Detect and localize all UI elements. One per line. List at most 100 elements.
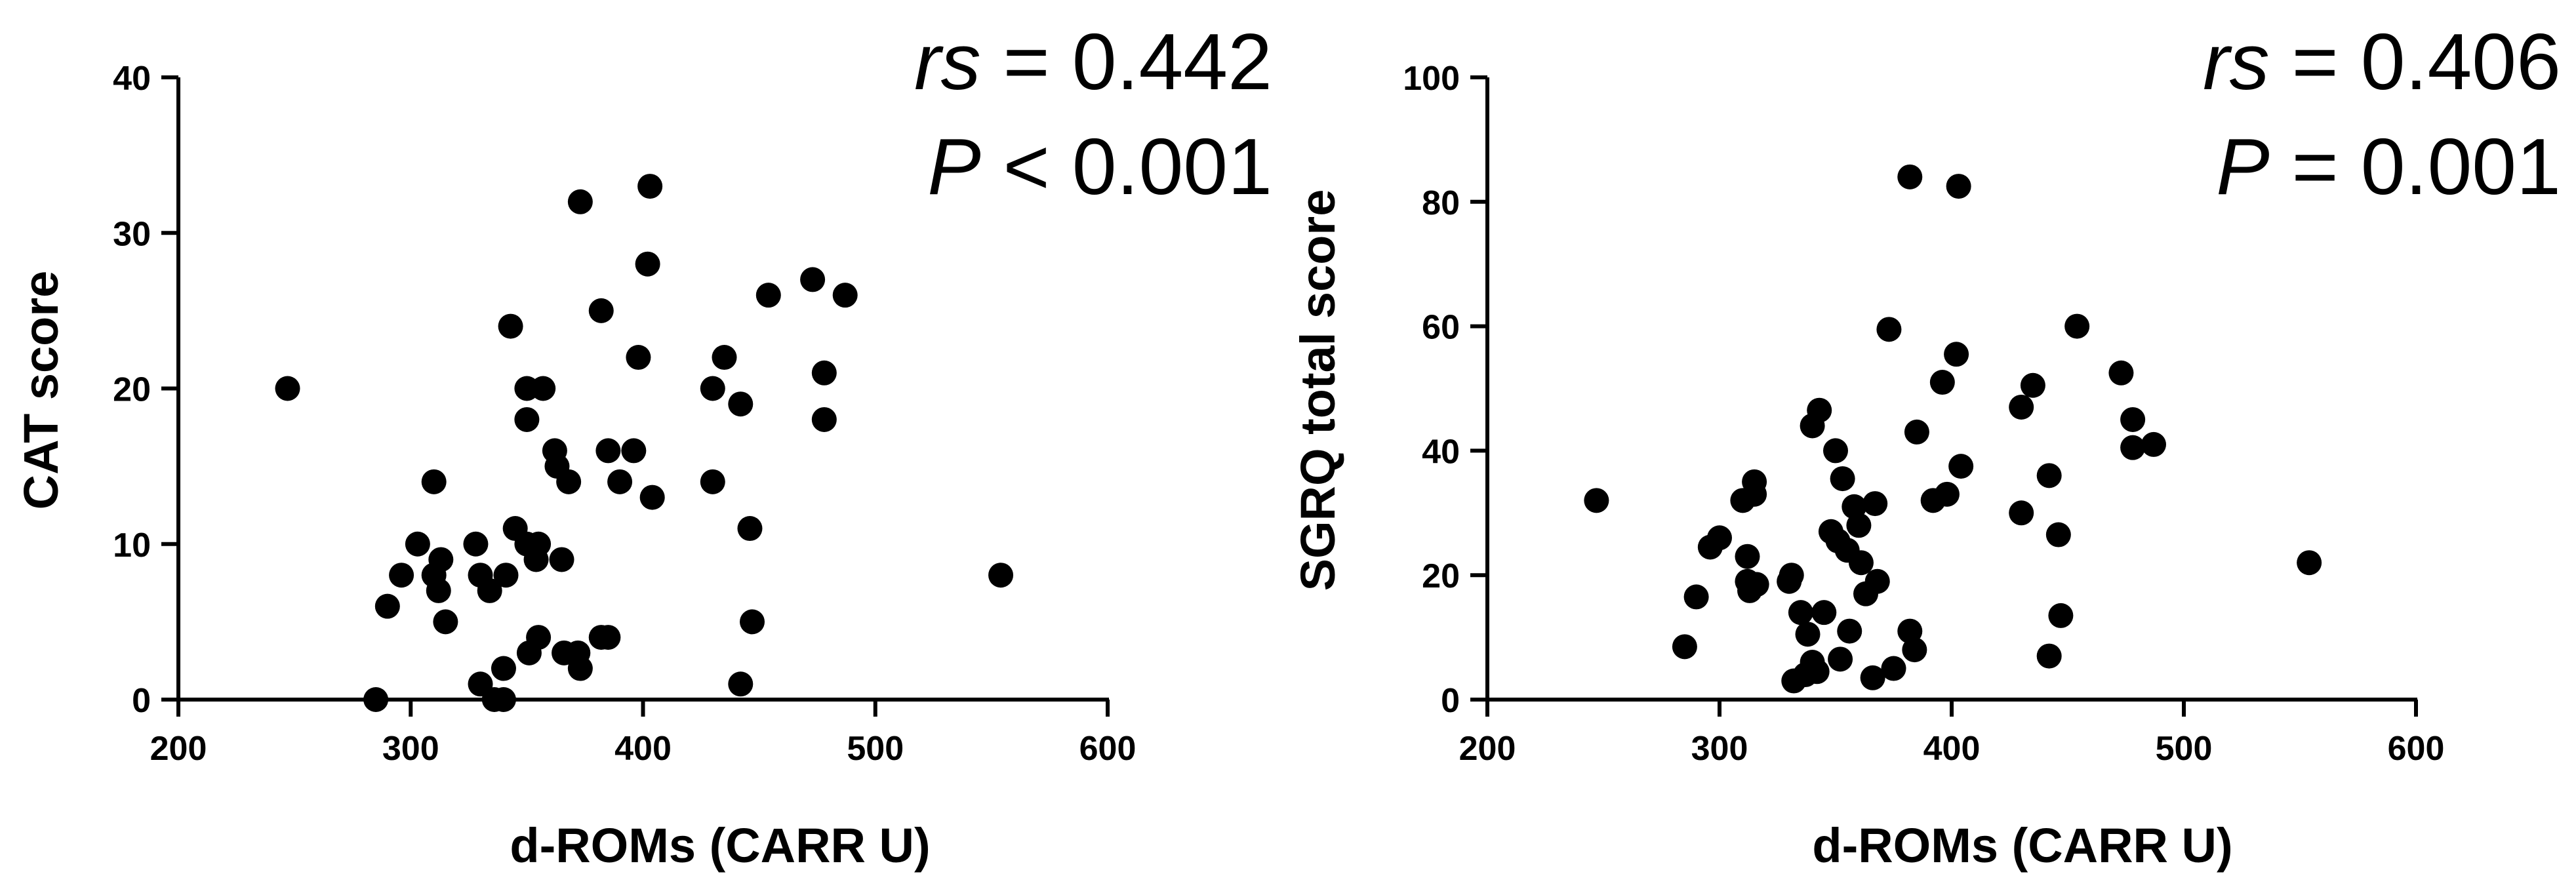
data-point: [621, 438, 647, 464]
data-point: [1804, 659, 1830, 685]
stat-annotation: rs = 0.406 P = 0.001: [2203, 17, 2561, 211]
data-point: [2108, 360, 2134, 386]
data-point: [811, 360, 837, 386]
y-ticks: 0 10 20 30 40: [113, 60, 178, 720]
y-tick-label: 60: [1422, 309, 1460, 347]
data-point: [526, 531, 552, 557]
data-point: [389, 563, 414, 588]
data-point: [832, 283, 858, 308]
data-points: [275, 174, 1014, 712]
data-point: [1934, 481, 1960, 507]
data-point: [1735, 544, 1760, 569]
data-point: [728, 671, 754, 697]
data-point: [1846, 513, 1872, 538]
data-point: [405, 531, 430, 557]
y-tick-label: 30: [113, 215, 151, 253]
data-point: [1823, 438, 1848, 464]
data-point: [2064, 313, 2090, 339]
data-point: [491, 687, 516, 712]
data-point: [639, 485, 665, 510]
data-point: [1862, 491, 1888, 517]
data-point: [433, 609, 458, 635]
data-point: [463, 531, 489, 557]
x-tick-label: 600: [1079, 730, 1137, 768]
p-value-label: P < 0.001: [927, 122, 1272, 211]
data-point: [2120, 407, 2146, 432]
data-point: [2020, 372, 2045, 398]
data-point: [1707, 525, 1732, 551]
data-point: [491, 656, 516, 681]
data-point: [1864, 568, 1890, 594]
data-point: [428, 547, 454, 572]
data-point: [700, 376, 725, 401]
data-point: [2036, 643, 2062, 669]
x-tick-label: 400: [1923, 730, 1981, 768]
data-point: [421, 469, 447, 494]
x-tick-label: 300: [382, 730, 439, 768]
rs-stat-label: rs = 0.442: [914, 17, 1272, 106]
data-point: [1807, 397, 1832, 423]
data-point: [737, 516, 763, 542]
data-point: [755, 283, 781, 308]
data-point: [1672, 634, 1697, 660]
data-point: [595, 438, 621, 464]
y-tick-label: 0: [1441, 682, 1460, 720]
data-point: [2141, 431, 2166, 457]
x-tick-label: 500: [2156, 730, 2213, 768]
data-point: [728, 391, 754, 417]
data-point: [2036, 463, 2062, 488]
y-ticks: 0 20 40 60 80 100: [1403, 60, 1487, 720]
data-point: [2120, 435, 2146, 460]
data-point: [556, 469, 582, 494]
data-point: [363, 687, 389, 712]
y-tick-label: 20: [113, 371, 151, 409]
x-tick-label: 500: [847, 730, 904, 768]
x-tick-label: 300: [1691, 730, 1748, 768]
data-point: [1742, 481, 1767, 507]
x-tick-label: 600: [2388, 730, 2445, 768]
data-point: [988, 563, 1014, 588]
data-point: [2297, 550, 2322, 576]
data-point: [595, 625, 621, 650]
data-point: [1902, 637, 1927, 663]
data-point: [477, 578, 502, 603]
cat-score-scatter: rs = 0.442 P < 0.001 CAT score d-ROMs (C…: [14, 17, 1272, 873]
y-axis-label: SGRQ total score: [1291, 189, 1345, 591]
rs-stat-label: rs = 0.406: [2203, 17, 2561, 106]
data-point: [567, 656, 593, 681]
data-point: [700, 469, 725, 494]
sgrq-total-score-scatter: rs = 0.406 P = 0.001 SGRQ total score d-…: [1291, 17, 2561, 873]
data-points: [1584, 164, 2322, 694]
data-point: [2048, 603, 2074, 628]
data-point: [1904, 419, 1929, 445]
x-tick-label: 200: [1459, 730, 1516, 768]
data-point: [607, 469, 633, 494]
data-point: [275, 376, 300, 401]
data-point: [712, 345, 737, 370]
data-point: [2009, 500, 2034, 526]
data-point: [2045, 522, 2071, 547]
x-tick-label: 200: [150, 730, 207, 768]
y-axis-label: CAT score: [14, 271, 68, 510]
data-point: [1584, 488, 1609, 513]
data-point: [374, 593, 400, 619]
data-point: [531, 376, 556, 401]
x-axis-label: d-ROMs (CARR U): [510, 818, 930, 873]
data-point: [1830, 466, 1855, 492]
data-point: [637, 174, 663, 199]
data-point: [1897, 164, 1923, 189]
data-point: [1811, 600, 1837, 625]
y-tick-label: 10: [113, 526, 151, 565]
data-point: [626, 345, 651, 370]
data-point: [1744, 572, 1769, 597]
data-point: [800, 267, 826, 292]
y-tick-label: 100: [1403, 60, 1460, 98]
data-point: [1897, 618, 1923, 644]
data-point: [1946, 174, 1971, 199]
data-point: [526, 625, 552, 650]
data-point: [1948, 454, 1974, 479]
data-point: [1876, 317, 1902, 342]
data-point: [426, 578, 451, 603]
data-point: [588, 298, 614, 323]
